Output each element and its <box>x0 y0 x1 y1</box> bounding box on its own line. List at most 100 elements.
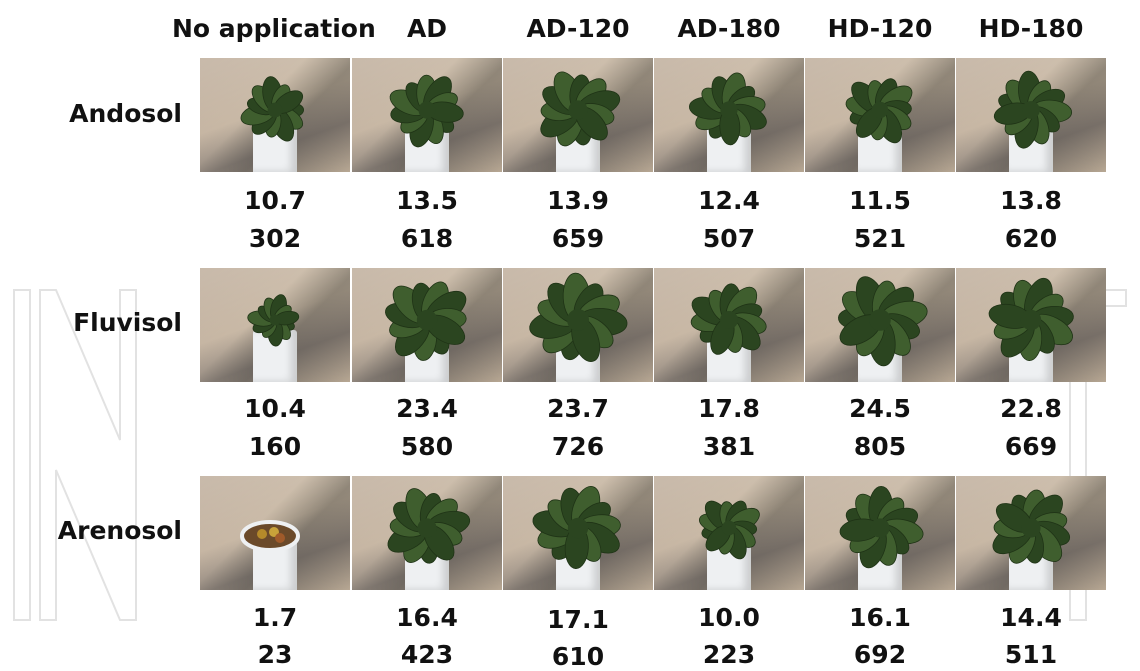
value-fluvisol-ad-180-b: 381 <box>702 432 756 461</box>
plant-center <box>720 311 738 329</box>
plant-photo-fluvisol-hd-120 <box>805 268 955 382</box>
plant-rosette <box>387 488 471 564</box>
value-arenosol-hd-180-b: 511 <box>1004 640 1058 669</box>
plant-rosette <box>385 281 467 361</box>
column-header-ad: AD <box>406 14 448 43</box>
pot-rim <box>240 520 300 552</box>
value-fluvisol-ad-180-a: 17.8 <box>698 394 760 423</box>
value-andosol-no-application-b: 302 <box>248 224 302 253</box>
value-arenosol-ad-180-b: 223 <box>702 640 756 669</box>
value-arenosol-no-application-b: 23 <box>257 640 293 669</box>
plant-photo-fluvisol-no-application <box>200 268 350 382</box>
value-andosol-hd-120-b: 521 <box>853 224 907 253</box>
plant-center <box>418 101 436 119</box>
plant-photo-fluvisol-hd-180 <box>956 268 1106 382</box>
wilted-leaf <box>257 529 267 539</box>
plant-center <box>871 101 889 119</box>
plant-rosette <box>247 294 300 347</box>
plant-rosette <box>838 276 928 367</box>
value-andosol-ad-180-b: 507 <box>702 224 756 253</box>
plant-photo-andosol-ad-180 <box>654 58 804 172</box>
row-label-andosol: Andosol <box>69 99 182 128</box>
plant-center <box>417 518 437 538</box>
plant-rosette <box>992 489 1071 564</box>
value-arenosol-hd-180-a: 14.4 <box>1000 603 1062 632</box>
value-arenosol-hd-120-a: 16.1 <box>849 603 911 632</box>
row-label-arenosol: Arenosol <box>57 516 182 545</box>
value-andosol-ad-120-a: 13.9 <box>547 186 609 215</box>
plant-photo-andosol-ad <box>352 58 502 172</box>
value-fluvisol-ad-a: 23.4 <box>396 394 458 423</box>
column-header-ad-120: AD-120 <box>526 14 630 43</box>
value-arenosol-ad-120-a: 17.1 <box>547 605 609 634</box>
plant-photo-arenosol-ad-180 <box>654 476 804 590</box>
value-andosol-ad-180-a: 12.4 <box>698 186 760 215</box>
plant-photo-arenosol-ad <box>352 476 502 590</box>
plant-center <box>720 101 738 119</box>
plant-photo-andosol-hd-180 <box>956 58 1106 172</box>
plant-rosette <box>240 520 300 552</box>
plant-photo-arenosol-hd-180 <box>956 476 1106 590</box>
plant-photo-arenosol-ad-120 <box>503 476 653 590</box>
value-andosol-ad-b: 618 <box>400 224 454 253</box>
plant-center <box>567 309 589 331</box>
value-fluvisol-ad-120-a: 23.7 <box>547 394 609 423</box>
plant-photo-arenosol-no-application <box>200 476 350 590</box>
plant-rosette <box>532 486 621 569</box>
plant-rosette <box>540 71 621 147</box>
value-andosol-hd-120-a: 11.5 <box>849 186 911 215</box>
value-andosol-ad-120-b: 659 <box>551 224 605 253</box>
plant-center <box>721 520 737 536</box>
value-fluvisol-hd-180-b: 669 <box>1004 432 1058 461</box>
plant-photo-andosol-ad-120 <box>503 58 653 172</box>
plant-center <box>567 517 589 539</box>
plant-rosette <box>839 486 924 569</box>
column-header-hd-180: HD-180 <box>978 14 1084 43</box>
plant-rosette <box>240 76 305 142</box>
value-fluvisol-hd-180-a: 22.8 <box>1000 394 1062 423</box>
plant-center <box>1021 518 1041 538</box>
plant-center <box>1022 101 1040 119</box>
plant-center <box>1020 309 1042 331</box>
plant-rosette <box>698 500 760 560</box>
plant-photo-fluvisol-ad-120 <box>503 268 653 382</box>
value-andosol-hd-180-b: 620 <box>1004 224 1058 253</box>
plant-center <box>869 309 891 331</box>
column-header-no-application: No application <box>172 14 376 43</box>
value-arenosol-ad-120-b: 610 <box>551 642 605 671</box>
plant-photo-arenosol-hd-120 <box>805 476 955 590</box>
wilted-leaf <box>275 533 285 543</box>
value-andosol-hd-180-a: 13.8 <box>1000 186 1062 215</box>
value-fluvisol-no-application-a: 10.4 <box>244 394 306 423</box>
plant-rosette <box>389 74 464 148</box>
column-header-hd-120: HD-120 <box>827 14 933 43</box>
plant-center <box>269 314 281 326</box>
plant-rosette <box>845 78 913 144</box>
value-fluvisol-ad-b: 580 <box>400 432 454 461</box>
plant-photo-fluvisol-ad <box>352 268 502 382</box>
row-label-fluvisol: Fluvisol <box>73 308 182 337</box>
plant-rosette <box>688 72 767 146</box>
plant-rosette <box>993 70 1073 149</box>
plant-center <box>416 309 438 331</box>
value-fluvisol-no-application-b: 160 <box>248 432 302 461</box>
plant-rosette <box>529 272 628 362</box>
plant-rosette <box>988 277 1074 361</box>
plant-center <box>267 102 283 118</box>
plant-photo-andosol-no-application <box>200 58 350 172</box>
plant-center <box>568 100 588 120</box>
plant-rosette <box>690 283 767 355</box>
plant-photo-andosol-hd-120 <box>805 58 955 172</box>
value-andosol-ad-a: 13.5 <box>396 186 458 215</box>
column-header-ad-180: AD-180 <box>677 14 781 43</box>
value-arenosol-no-application-a: 1.7 <box>252 603 298 632</box>
value-fluvisol-hd-120-b: 805 <box>853 432 907 461</box>
plant-center <box>870 518 890 538</box>
value-arenosol-ad-a: 16.4 <box>396 603 458 632</box>
plant-photo-fluvisol-ad-180 <box>654 268 804 382</box>
value-fluvisol-ad-120-b: 726 <box>551 432 605 461</box>
value-arenosol-ad-b: 423 <box>400 640 454 669</box>
value-fluvisol-hd-120-a: 24.5 <box>849 394 911 423</box>
value-andosol-no-application-a: 10.7 <box>244 186 306 215</box>
value-arenosol-hd-120-b: 692 <box>853 640 907 669</box>
